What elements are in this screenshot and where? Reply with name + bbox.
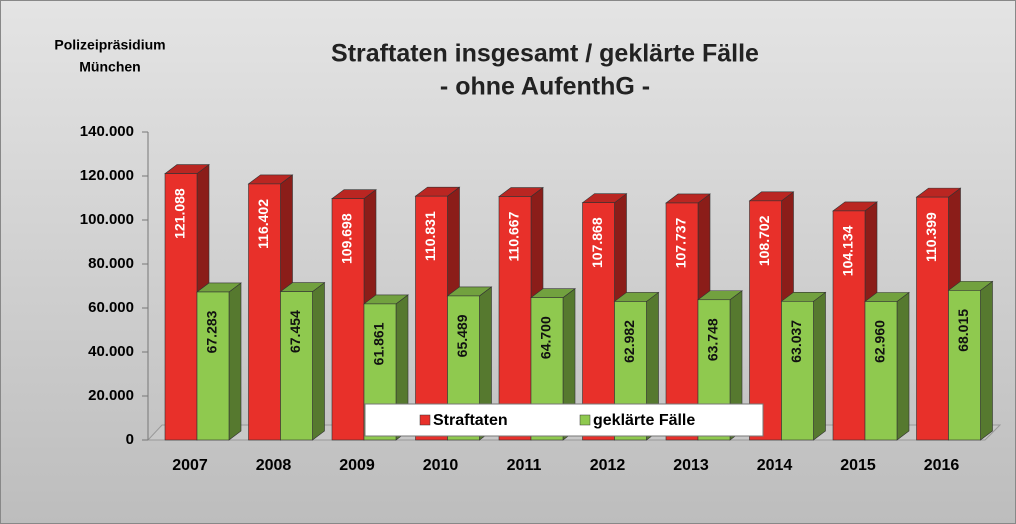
bar (415, 195, 448, 441)
bar (864, 301, 898, 441)
x-tick-label: 2007 (172, 457, 208, 474)
value-label: 64.700 (538, 316, 554, 359)
y-tick-label: 100.000 (80, 211, 134, 228)
x-tick-label: 2008 (256, 457, 292, 474)
y-tick-label: 0 (126, 431, 134, 448)
value-label: 65.489 (454, 314, 470, 357)
x-tick-label: 2011 (507, 457, 542, 474)
value-label: 116.402 (255, 199, 271, 249)
legend-swatch (419, 414, 431, 426)
value-label: 104.134 (840, 225, 856, 276)
annotation: München (79, 59, 140, 75)
bar (832, 210, 866, 441)
value-label: 62.960 (872, 320, 888, 363)
chart-subtitle: - ohne AufenthG - (440, 73, 650, 101)
value-label: 63.748 (705, 318, 721, 361)
x-tick-label: 2015 (840, 457, 876, 474)
bar-side (896, 291, 910, 441)
bar (196, 291, 230, 441)
legend-label: Straftaten (433, 412, 508, 429)
value-label: 67.454 (287, 310, 303, 353)
value-label: 110.667 (506, 211, 522, 261)
value-label: 61.861 (371, 322, 387, 365)
y-tick-label: 20.000 (88, 387, 134, 404)
value-label: 62.982 (621, 320, 637, 363)
bar-side (228, 282, 242, 441)
bar-side (813, 291, 826, 441)
bar (498, 196, 532, 441)
legend (364, 403, 764, 437)
bar (331, 198, 365, 441)
y-tick-label: 40.000 (88, 343, 134, 360)
bar (916, 196, 949, 441)
value-label: 107.737 (673, 217, 689, 268)
y-tick-label: 80.000 (88, 255, 134, 272)
value-label: 68.015 (955, 309, 971, 352)
bar (582, 202, 615, 441)
value-label: 109.698 (339, 213, 355, 264)
bar (781, 301, 814, 441)
x-tick-label: 2010 (423, 457, 459, 474)
value-label: 67.283 (204, 310, 220, 353)
bar (280, 291, 313, 441)
legend-swatch (579, 414, 591, 426)
bar (164, 173, 198, 441)
y-tick-label: 60.000 (88, 299, 134, 316)
value-label: 107.868 (589, 217, 605, 268)
bar (749, 200, 782, 441)
bar (948, 290, 981, 441)
value-label: 108.702 (756, 215, 772, 266)
bar-side (980, 280, 993, 441)
x-tick-label: 2014 (757, 457, 793, 474)
value-label: 110.399 (923, 212, 939, 262)
chart-title: Straftaten insgesamt / geklärte Fälle (331, 40, 759, 68)
value-label: 110.831 (422, 211, 438, 261)
bar-side (312, 282, 325, 441)
value-label: 63.037 (788, 320, 804, 363)
annotation: Polizeipräsidium (54, 37, 165, 53)
x-tick-label: 2009 (339, 457, 375, 474)
x-tick-label: 2013 (673, 457, 709, 474)
value-label: 121.088 (172, 188, 188, 239)
bar (665, 202, 699, 441)
y-tick-label: 140.000 (80, 123, 134, 140)
y-tick-label: 120.000 (80, 167, 134, 184)
x-tick-label: 2012 (590, 457, 626, 474)
legend-label: geklärte Fälle (593, 412, 695, 429)
x-tick-label: 2016 (924, 457, 960, 474)
